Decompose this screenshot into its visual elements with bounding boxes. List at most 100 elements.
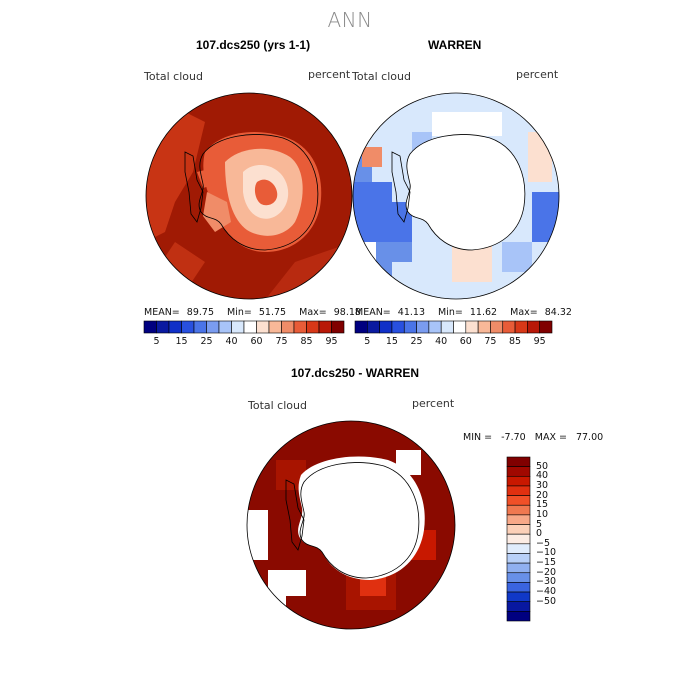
colorbar-swatch — [506, 475, 531, 487]
colorbar-swatch — [331, 320, 345, 334]
diff-max-label: MAX = — [534, 432, 567, 443]
colorbar-swatch — [256, 320, 270, 334]
colorbar-tick-label: 75 — [484, 336, 497, 347]
panel-2-units: percent — [516, 68, 559, 81]
diff-panel-stats: MIN = -7.70 MAX = 77.00 — [463, 432, 603, 443]
colorbar-tick-label: −30 — [536, 576, 557, 588]
colorbar-tick-label: −50 — [536, 595, 557, 607]
panel-2-mean: 41.13 — [397, 307, 425, 318]
colorbar-tick-label: −20 — [536, 566, 557, 578]
colorbar-swatch — [506, 456, 531, 467]
colorbar-swatch — [506, 611, 531, 622]
colorbar-tick-label: 40 — [435, 336, 448, 347]
panel-1-min: 51.75 — [258, 307, 287, 318]
panel-2-max: 84.32 — [544, 307, 572, 318]
colorbar-swatch — [527, 320, 540, 334]
colorbar-swatch — [506, 582, 531, 593]
panel-2-max-label: Max= — [510, 307, 538, 318]
colorbar-swatch — [514, 320, 528, 334]
colorbar-swatch — [379, 320, 393, 334]
colorbar-swatch — [231, 320, 245, 334]
colorbar-swatch — [502, 320, 516, 334]
diff-panel-title: 107.dcs250 - WARREN — [291, 366, 420, 380]
panel-1-mean-label: MEAN= — [144, 307, 180, 318]
panel-2-variable: Total cloud — [352, 70, 411, 83]
colorbar-tick-label: 5 — [364, 336, 371, 347]
colorbar-swatch — [403, 320, 417, 334]
colorbar-swatch — [506, 553, 531, 564]
panel-2-title: WARREN — [428, 38, 482, 52]
colorbar-swatch — [367, 320, 380, 334]
diff-min: -7.70 — [501, 432, 526, 443]
colorbar-swatch — [218, 320, 232, 334]
colorbar-tick-label: 10 — [536, 508, 549, 520]
colorbar-swatch — [490, 320, 504, 334]
colorbar-tick-label: 30 — [536, 479, 549, 491]
diff-panel-variable: Total cloud — [248, 399, 307, 412]
colorbar-swatch — [306, 320, 320, 334]
colorbar-swatch — [428, 320, 442, 334]
colorbar-swatch — [506, 543, 531, 554]
colorbar-swatch — [506, 562, 531, 574]
map-model-total-cloud — [145, 92, 353, 300]
colorbar-swatch — [181, 320, 195, 334]
colorbar-swatch — [506, 504, 531, 516]
colorbar-tick-label: −40 — [536, 586, 557, 598]
colorbar-tick-label: 25 — [200, 336, 213, 347]
colorbar-swatch — [354, 320, 368, 334]
panel-1-max: 98.18 — [333, 307, 361, 318]
panel-1-stats: MEAN= 89.75 Min= 51.75 Max= 98.18 — [144, 307, 361, 318]
colorbar-swatch — [506, 601, 531, 612]
colorbar-tick-label: 5 — [536, 518, 543, 530]
panel-1-mean: 89.75 — [186, 307, 214, 318]
colorbar-swatch — [318, 320, 332, 334]
colorbar-tick-label: 40 — [536, 470, 549, 482]
panel-2-mean-label: MEAN= — [355, 307, 391, 318]
colorbar-swatch — [293, 320, 307, 334]
colorbar-tick-label: −15 — [536, 557, 557, 569]
colorbar-swatch — [506, 485, 531, 496]
colorbar-swatch — [391, 320, 405, 334]
colorbar-tick-label: 25 — [410, 336, 423, 347]
colorbar-swatch — [465, 320, 479, 334]
colorbar-tick-label: −10 — [536, 547, 557, 559]
colorbar-panel-2-labels: 5 15 25 40 60 75 85 95 — [355, 336, 552, 350]
panel-2-min: 11.62 — [469, 307, 498, 318]
colorbar-tick-label: 40 — [225, 336, 238, 347]
colorbar-swatch — [168, 320, 182, 334]
diff-min-label: MIN = — [463, 432, 493, 443]
colorbar-swatch — [506, 533, 531, 545]
colorbar-difference — [506, 456, 531, 622]
colorbar-tick-label: 75 — [275, 336, 288, 347]
colorbar-swatch — [506, 514, 531, 525]
colorbar-panel-1 — [143, 320, 345, 334]
colorbar-tick-label: 85 — [300, 336, 313, 347]
colorbar-tick-label: 15 — [385, 336, 398, 347]
colorbar-tick-label: 60 — [250, 336, 263, 347]
colorbar-tick-label: 0 — [536, 528, 543, 540]
map-warren-total-cloud — [352, 92, 560, 300]
panel-1-units: percent — [308, 68, 351, 81]
colorbar-tick-label: 5 — [153, 336, 160, 347]
colorbar-swatch — [243, 320, 257, 334]
colorbar-swatch — [506, 591, 531, 603]
colorbar-tick-label: 95 — [325, 336, 338, 347]
colorbar-tick-label: −5 — [536, 537, 551, 549]
colorbar-swatch — [506, 466, 531, 477]
colorbar-panel-1-labels: 5 15 25 40 60 75 85 95 — [144, 336, 344, 350]
colorbar-swatch — [156, 320, 170, 334]
colorbar-swatch — [477, 320, 491, 334]
panel-2-stats: MEAN= 41.13 Min= 11.62 Max= 84.32 — [355, 307, 572, 318]
colorbar-panel-2 — [354, 320, 553, 334]
colorbar-swatch — [268, 320, 282, 334]
diff-max: 77.00 — [575, 432, 604, 443]
colorbar-swatch — [506, 572, 531, 583]
page-title: ANN — [327, 8, 373, 32]
colorbar-tick-label: 50 — [536, 460, 549, 472]
colorbar-swatch — [193, 320, 207, 334]
panel-2-min-label: Min= — [438, 307, 463, 318]
panel-1-min-label: Min= — [227, 307, 252, 318]
colorbar-swatch — [416, 320, 430, 334]
colorbar-tick-label: 20 — [536, 489, 549, 501]
colorbar-tick-label: 85 — [509, 336, 522, 347]
